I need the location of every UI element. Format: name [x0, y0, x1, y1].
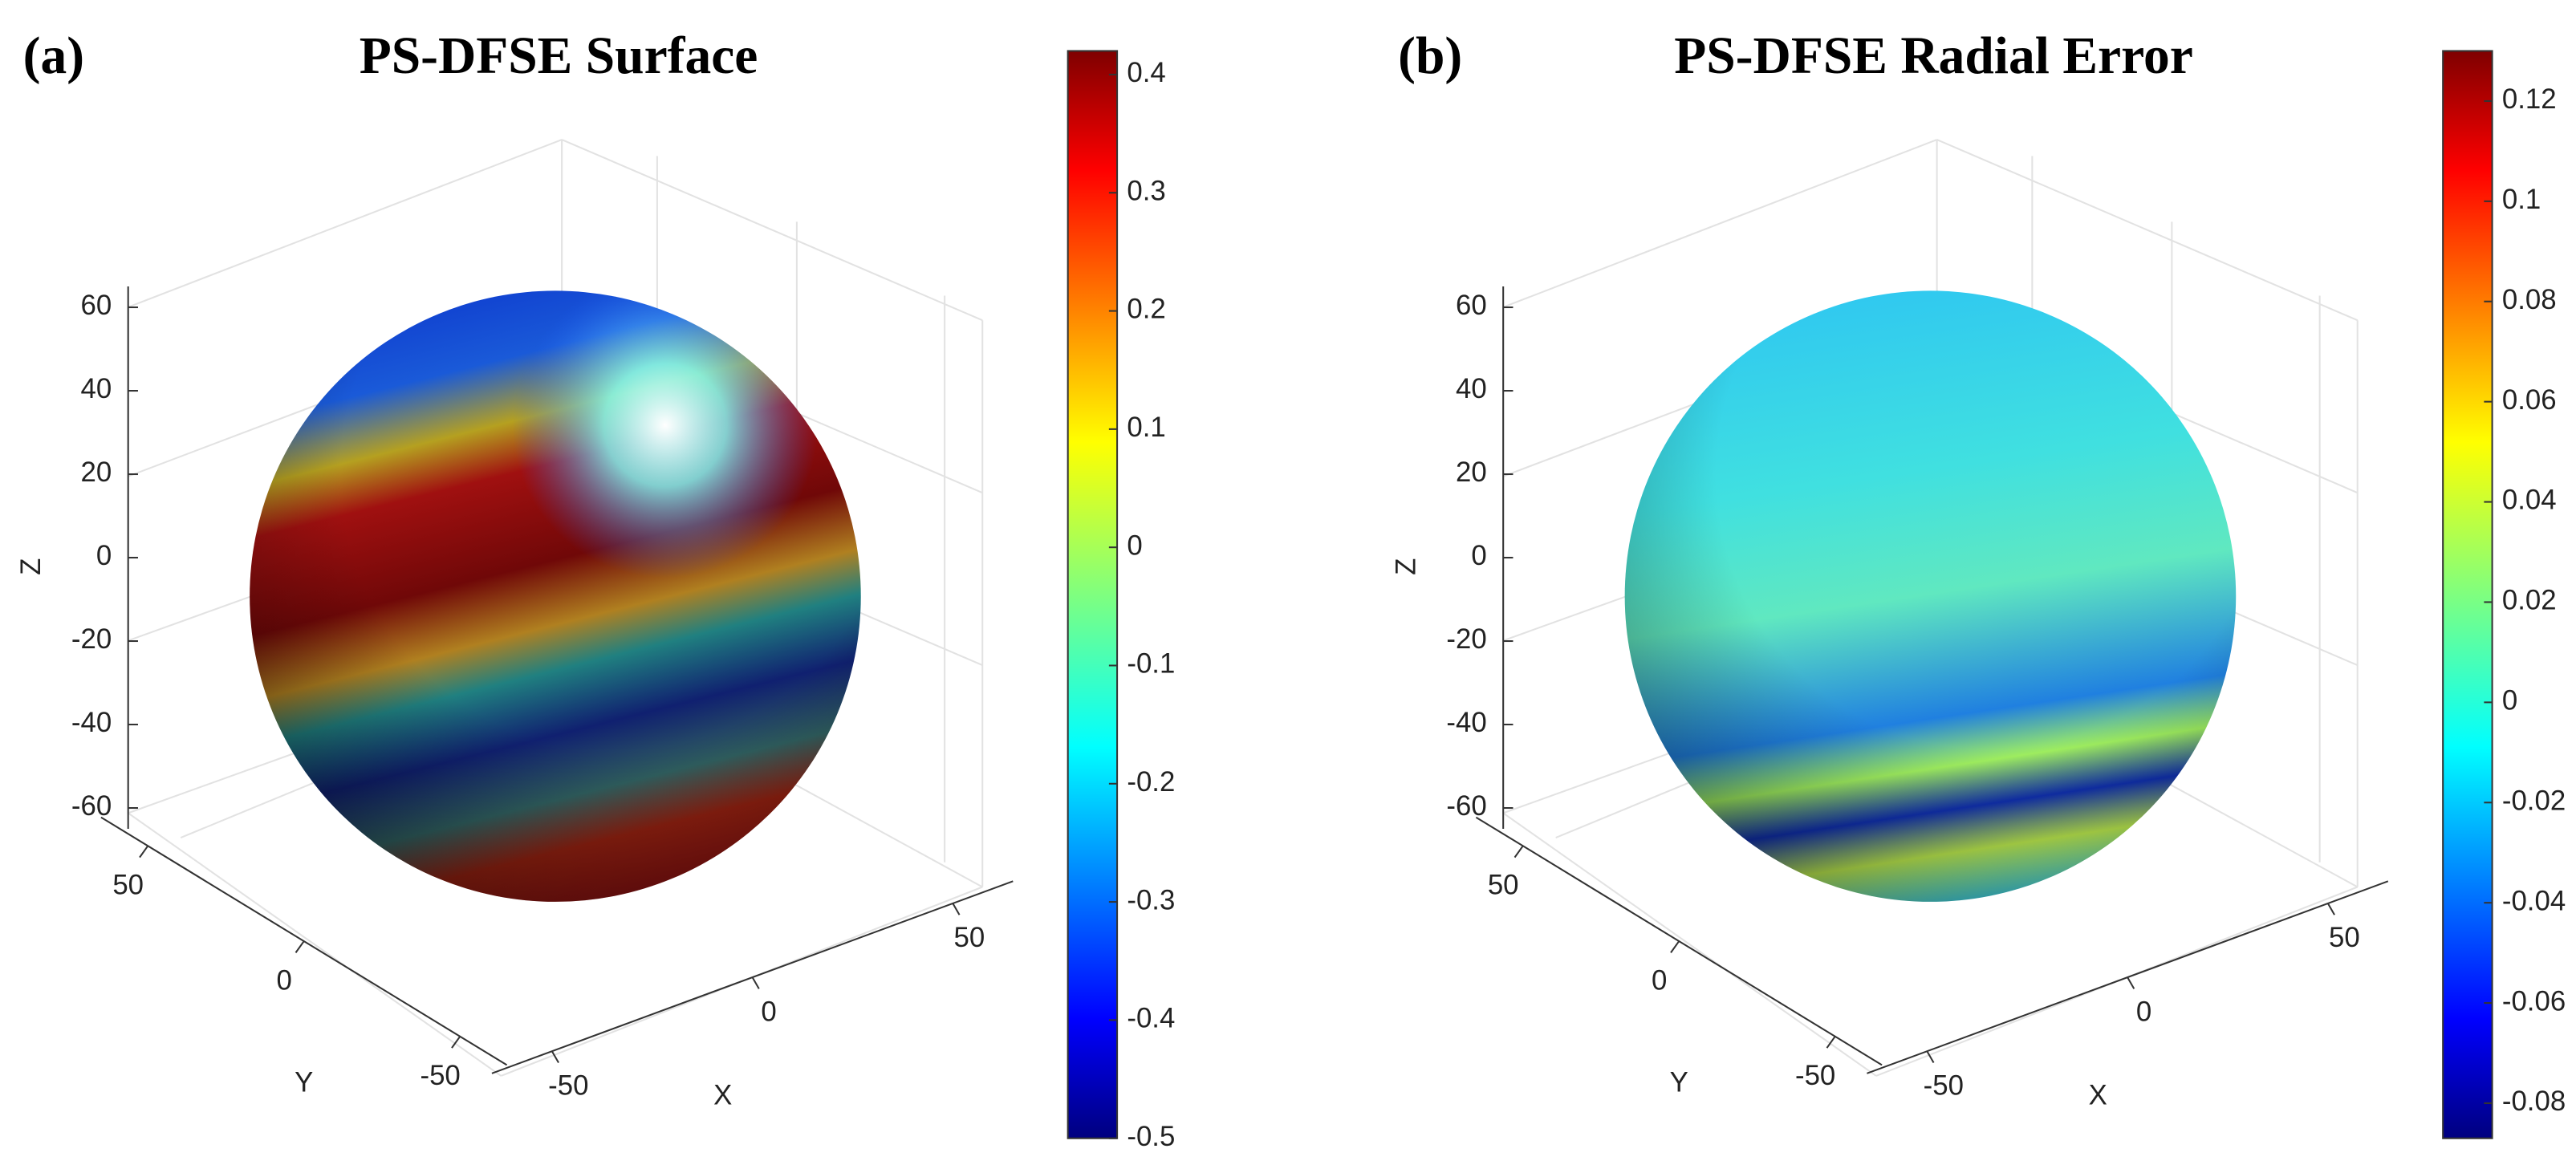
- z-tick-label: 40: [80, 373, 112, 404]
- x-tick: [952, 903, 961, 915]
- y-tick-label: -50: [420, 1060, 460, 1091]
- box-line: [1936, 139, 2359, 322]
- y-tick: [295, 940, 305, 953]
- colorbar-tick-label: -0.08: [2502, 1086, 2566, 1117]
- panel: (b) PS-DFSE Radial Error -60 -40 -20 0 20 40 60 Z…: [1391, 27, 2566, 1139]
- x-axis-label: X: [713, 1080, 732, 1111]
- colorbar-tick-label: 0: [2502, 685, 2517, 716]
- box-line: [128, 812, 502, 1077]
- x-axis-label: X: [2089, 1080, 2107, 1111]
- colorbar: [1067, 50, 1119, 1139]
- box-line: [128, 139, 563, 308]
- y-tick-label: 0: [276, 964, 291, 996]
- box-line: [1502, 139, 1938, 308]
- colorbar-tick-label: -0.3: [1127, 884, 1175, 915]
- colorbar-tick-label: -0.4: [1127, 1003, 1175, 1034]
- colorbar-tick-label: 0.1: [2502, 184, 2541, 215]
- x-tick-label: -50: [548, 1070, 588, 1101]
- colorbar-tick-label: -0.06: [2502, 985, 2566, 1017]
- z-tick-label: 60: [80, 290, 112, 321]
- z-tick-label: -60: [71, 790, 112, 822]
- colorbar-tick-label: -0.04: [2502, 885, 2566, 916]
- colorbar-tick-label: -0.5: [1127, 1121, 1175, 1152]
- x-tick-label: -50: [1924, 1070, 1964, 1101]
- x-tick-label: 50: [953, 922, 985, 953]
- z-tick-label: -20: [1446, 623, 1486, 655]
- panels: (a) PS-DFSE Surface -60 -40 -20 0 20 40 60 Z -50 0 5…: [15, 27, 2566, 1152]
- colorbar-tick-label: 0.02: [2502, 585, 2557, 616]
- y-tick: [139, 845, 149, 858]
- z-tick-label: -40: [1446, 707, 1486, 738]
- box-line: [1502, 812, 1877, 1077]
- y-axis-label: Y: [295, 1066, 313, 1098]
- x-tick: [2127, 976, 2135, 989]
- colorbar-tick-label: 0.12: [2502, 83, 2557, 115]
- x-tick: [2326, 903, 2335, 915]
- panel: (a) PS-DFSE Surface -60 -40 -20 0 20 40 60 Z -50 0 5…: [15, 27, 1175, 1152]
- colorbar-tick-label: 0.06: [2502, 384, 2557, 416]
- y-tick: [1514, 845, 1524, 858]
- panel-label: (b): [1398, 27, 1462, 85]
- z-tick-label: 40: [1456, 373, 1487, 404]
- colorbar-tick-label: 0.08: [2502, 284, 2557, 315]
- z-axis-label: Z: [1391, 558, 1422, 575]
- x-tick: [751, 976, 760, 989]
- y-tick-label: -50: [1795, 1060, 1835, 1091]
- x-tick-label: 0: [2136, 996, 2151, 1027]
- colorbar-tick-label: 0.3: [1127, 175, 1165, 206]
- box-line: [561, 139, 983, 322]
- chart-title: PS-DFSE Surface: [360, 27, 758, 85]
- x-tick: [551, 1050, 559, 1064]
- panel-label: (a): [23, 27, 84, 85]
- colorbar: [2442, 50, 2493, 1139]
- x-tick: [1926, 1050, 1935, 1064]
- sphere-shade: [1624, 290, 2237, 902]
- z-tick-label: 20: [80, 457, 112, 488]
- colorbar-tick-label: -0.1: [1127, 648, 1175, 680]
- z-tick-label: 0: [96, 540, 112, 571]
- z-tick-label: 20: [1456, 457, 1487, 488]
- z-tick-label: 0: [1471, 540, 1486, 571]
- y-axis-label: Y: [1670, 1066, 1688, 1098]
- x-tick-label: 50: [2329, 922, 2360, 953]
- colorbar-tick-label: -0.02: [2502, 785, 2566, 816]
- x-tick-label: 0: [761, 996, 776, 1027]
- sphere-shade: [250, 290, 861, 902]
- y-tick-label: 50: [1488, 870, 1519, 901]
- colorbar-tick-label: 0.4: [1127, 57, 1165, 88]
- y-tick: [1826, 1036, 1836, 1049]
- y-tick: [1670, 940, 1680, 953]
- z-tick-label: -40: [71, 707, 112, 738]
- colorbar-tick-label: 0.1: [1127, 412, 1165, 443]
- y-tick-label: 50: [112, 870, 144, 901]
- z-tick-label: 60: [1456, 290, 1487, 321]
- colorbar-tick-label: -0.2: [1127, 766, 1175, 798]
- y-tick: [451, 1036, 461, 1049]
- x-axis: [491, 880, 1014, 1074]
- z-tick-label: -20: [71, 623, 112, 655]
- chart-title: PS-DFSE Radial Error: [1674, 27, 2193, 85]
- colorbar-tick-label: 0.04: [2502, 485, 2557, 516]
- y-tick-label: 0: [1652, 964, 1667, 996]
- colorbar-tick-label: 0: [1127, 530, 1142, 561]
- z-axis-label: Z: [15, 558, 47, 575]
- colorbar-tick-label: 0.2: [1127, 294, 1165, 325]
- z-tick-label: -60: [1446, 790, 1486, 822]
